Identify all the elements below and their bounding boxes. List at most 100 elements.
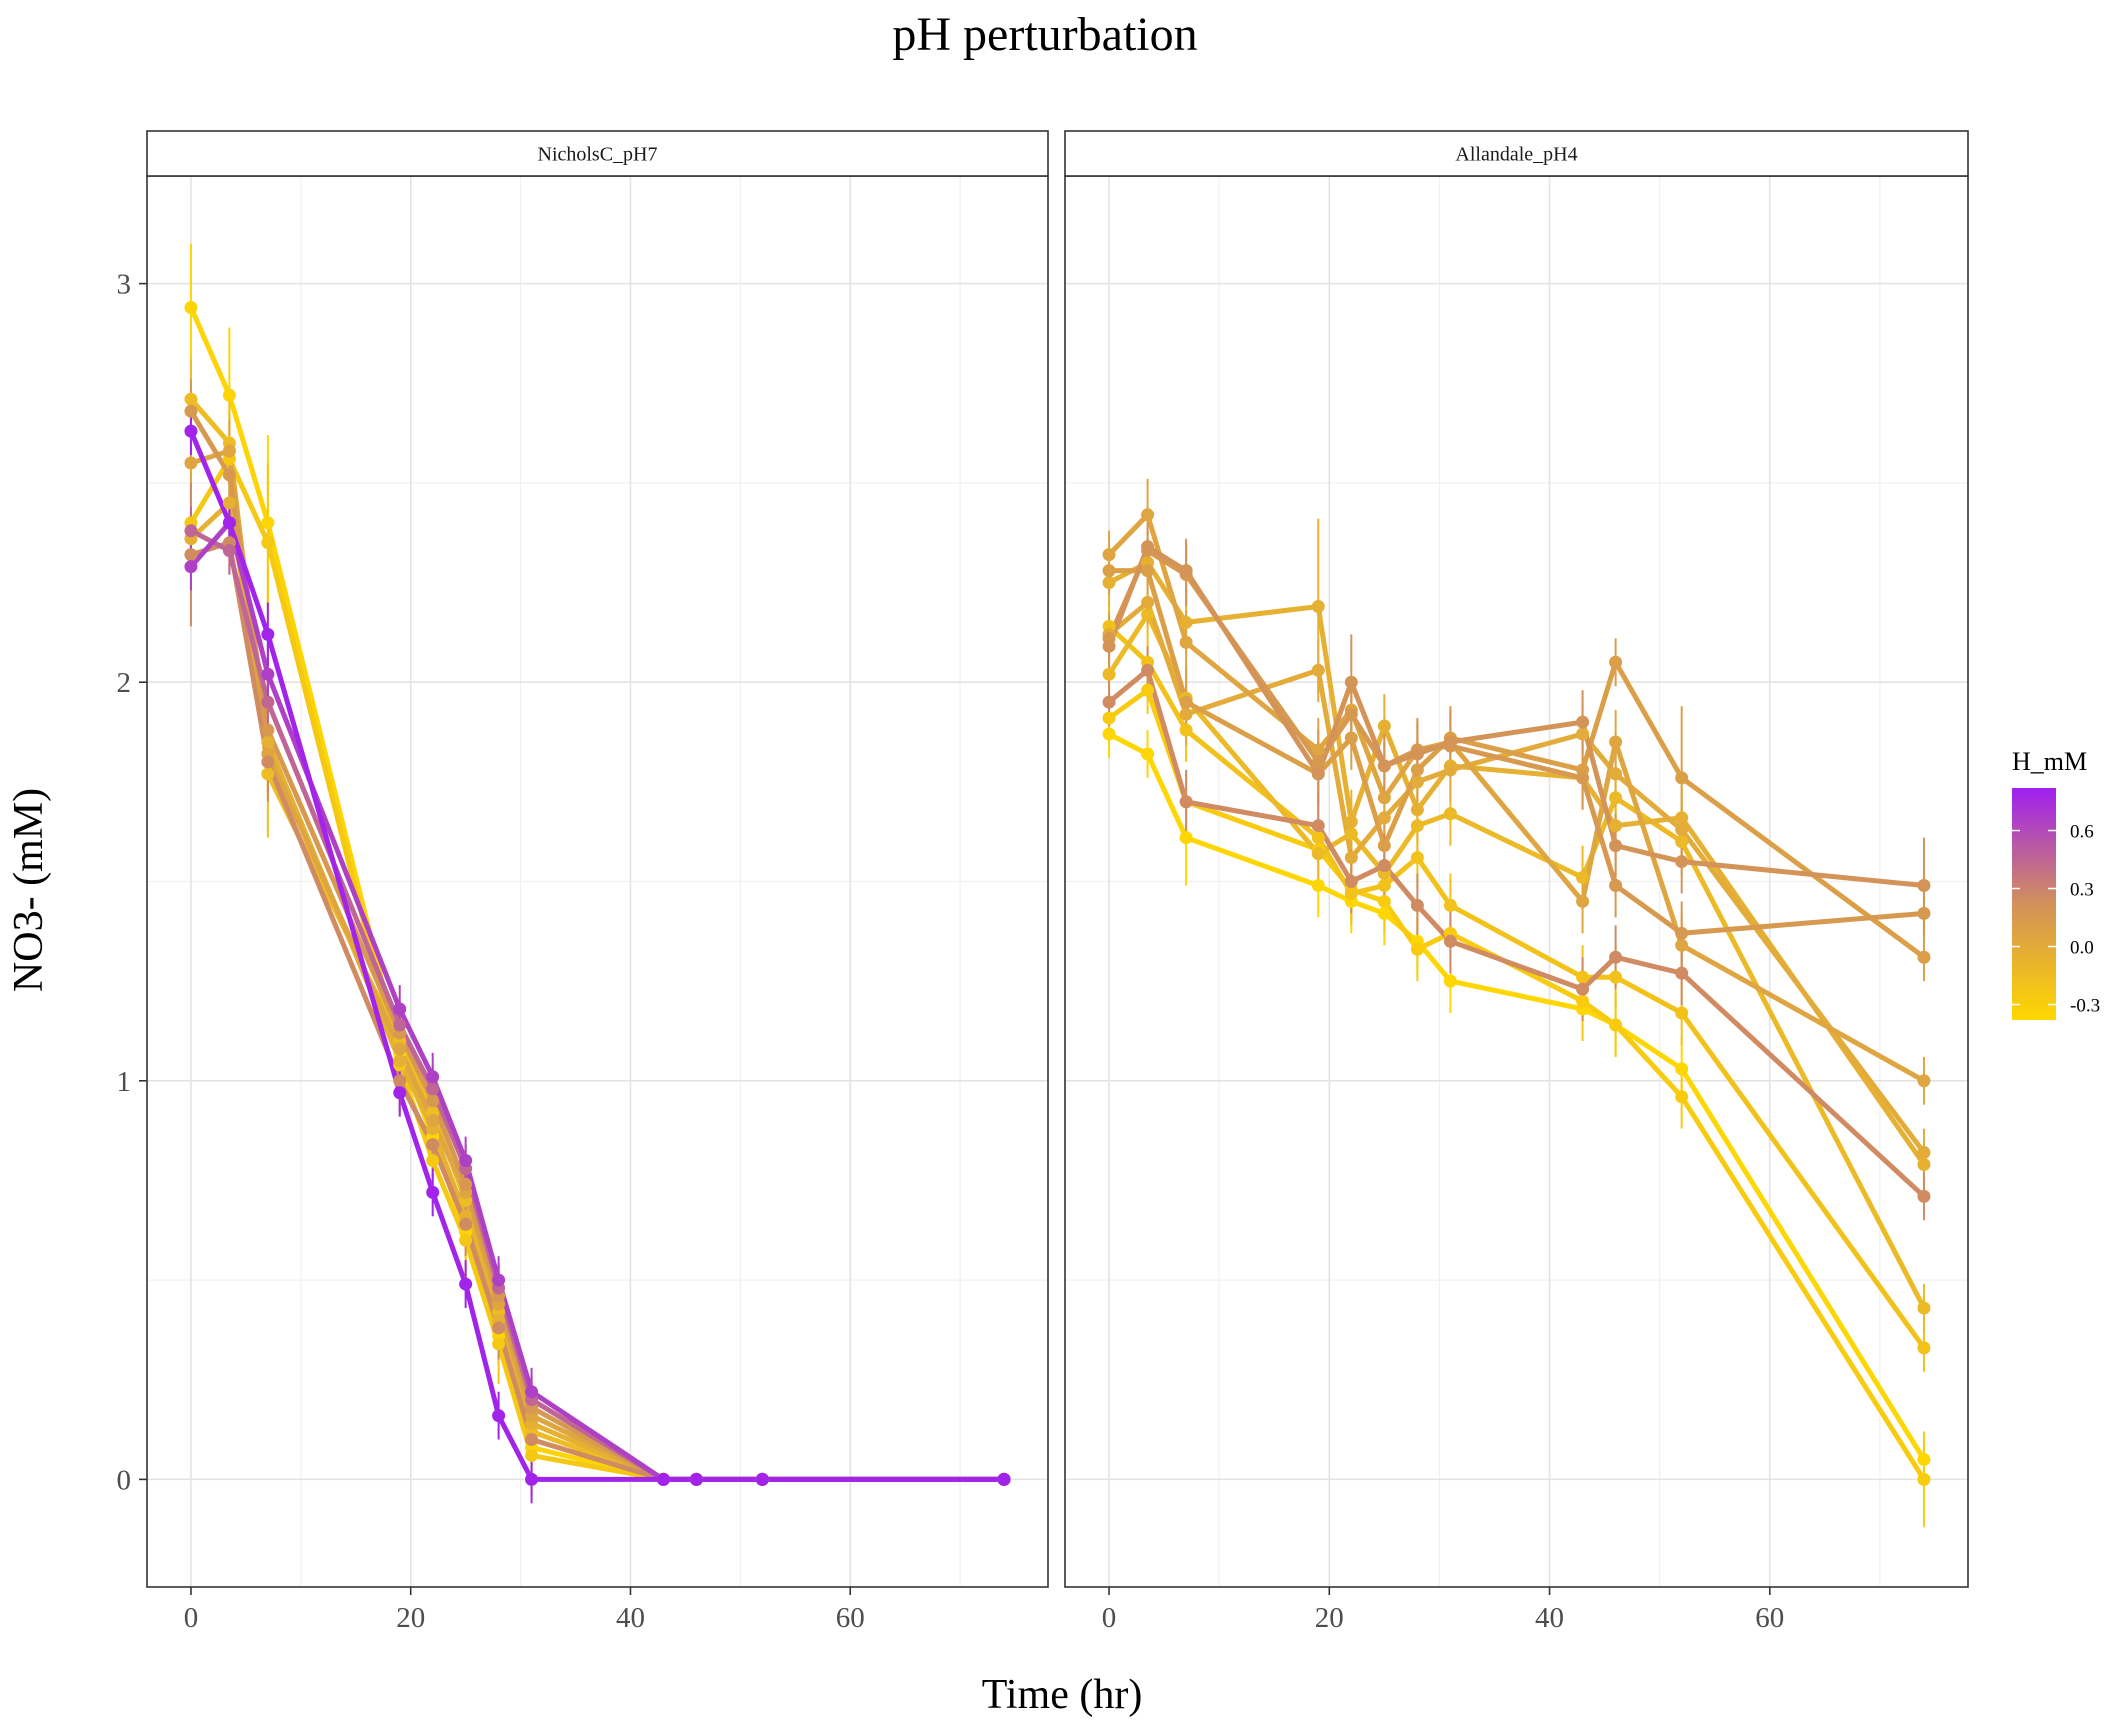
- data-point: [184, 301, 198, 315]
- data-point: [1141, 683, 1155, 697]
- data-point: [261, 667, 275, 681]
- data-point: [184, 404, 198, 418]
- data-point: [1410, 942, 1424, 956]
- data-point: [1410, 747, 1424, 761]
- data-point: [1917, 1472, 1931, 1486]
- data-point: [492, 1321, 506, 1335]
- data-point: [1675, 938, 1689, 952]
- facet-strip-label: Allandale_pH4: [1455, 144, 1577, 166]
- data-point: [1609, 791, 1623, 805]
- data-point: [1377, 719, 1391, 733]
- data-point: [1141, 564, 1155, 578]
- data-point: [525, 1433, 539, 1447]
- data-point: [1311, 878, 1325, 892]
- y-tick-label: 2: [117, 667, 132, 699]
- data-point: [492, 1337, 506, 1351]
- data-point: [426, 1185, 440, 1199]
- data-point: [1377, 791, 1391, 805]
- data-point: [1410, 803, 1424, 817]
- data-point: [184, 456, 198, 470]
- data-point: [261, 627, 275, 641]
- data-point: [1576, 727, 1590, 741]
- data-point: [184, 548, 198, 562]
- data-point: [1675, 1006, 1689, 1020]
- y-tick-label: 0: [117, 1464, 132, 1496]
- data-point: [1576, 771, 1590, 785]
- data-point: [1311, 599, 1325, 613]
- data-point: [261, 695, 275, 709]
- data-point: [222, 516, 236, 530]
- data-point: [1917, 878, 1931, 892]
- data-point: [1443, 735, 1457, 749]
- color-legend: H_mM -0.3 0.0 0.3 0.6: [2012, 747, 2100, 1020]
- data-point: [1141, 508, 1155, 522]
- data-point: [459, 1217, 473, 1231]
- data-point: [222, 468, 236, 482]
- data-point: [261, 536, 275, 550]
- data-point: [1344, 851, 1358, 865]
- data-point: [1917, 1157, 1931, 1171]
- data-point: [222, 496, 236, 510]
- data-point: [1917, 1452, 1931, 1466]
- data-point: [393, 1018, 407, 1032]
- y-axis-title: NO3- (mM): [6, 788, 52, 992]
- data-point: [1179, 635, 1193, 649]
- data-point: [1179, 615, 1193, 629]
- legend-title: H_mM: [2012, 747, 2087, 776]
- data-point: [184, 524, 198, 538]
- data-point: [1410, 763, 1424, 777]
- data-point: [1102, 667, 1116, 681]
- data-point: [459, 1233, 473, 1247]
- data-point: [261, 755, 275, 769]
- data-point: [1179, 564, 1193, 578]
- data-point: [525, 1385, 539, 1399]
- data-point: [261, 767, 275, 781]
- data-point: [1917, 1074, 1931, 1088]
- data-point: [1377, 878, 1391, 892]
- series-line: [188, 428, 1007, 1482]
- series-line: [1106, 568, 1927, 960]
- data-point: [1311, 663, 1325, 677]
- data-point: [222, 544, 236, 558]
- legend-label: 0.3: [2070, 880, 2094, 901]
- series-line: [1106, 512, 1927, 1084]
- data-point: [1344, 707, 1358, 721]
- data-point: [426, 1154, 440, 1168]
- data-point: [426, 1138, 440, 1152]
- data-point: [1311, 819, 1325, 833]
- data-point: [1576, 970, 1590, 984]
- data-point: [1344, 827, 1358, 841]
- data-point: [1675, 811, 1689, 825]
- data-point: [1179, 707, 1193, 721]
- chart-title: pH perturbation: [892, 8, 1197, 61]
- data-point: [261, 516, 275, 530]
- data-point: [525, 1448, 539, 1462]
- data-point: [393, 1086, 407, 1100]
- data-point: [426, 1094, 440, 1108]
- data-point: [1675, 926, 1689, 940]
- series-line: [1106, 667, 1927, 1199]
- data-point: [1609, 1018, 1623, 1032]
- data-point: [184, 424, 198, 438]
- data-point: [1377, 894, 1391, 908]
- x-tick-label: 0: [184, 1602, 199, 1634]
- data-point: [1410, 898, 1424, 912]
- data-point: [1609, 878, 1623, 892]
- data-point: [1179, 795, 1193, 809]
- data-point: [1609, 655, 1623, 669]
- series-line: [1106, 544, 1927, 888]
- data-point: [393, 1002, 407, 1016]
- data-point: [184, 392, 198, 406]
- data-point: [1377, 906, 1391, 920]
- data-point: [997, 1472, 1011, 1486]
- data-point: [1377, 859, 1391, 873]
- series-line: [1106, 623, 1927, 1351]
- data-point: [1917, 1341, 1931, 1355]
- data-point: [1675, 771, 1689, 785]
- data-point: [1311, 743, 1325, 757]
- legend-label: -0.3: [2070, 996, 2100, 1017]
- data-point: [1344, 815, 1358, 829]
- data-point: [1344, 875, 1358, 888]
- data-point: [1609, 735, 1623, 749]
